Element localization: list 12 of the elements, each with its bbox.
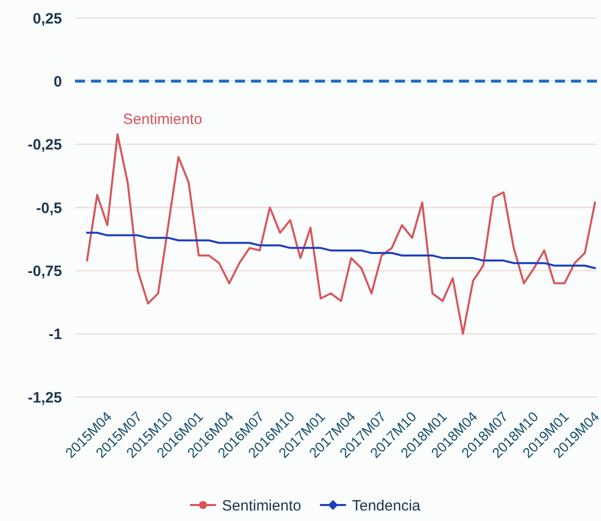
y-tick-label: -0,5	[36, 200, 62, 217]
y-tick-label: 0	[54, 73, 62, 90]
y-tick-label: -0,25	[28, 136, 62, 154]
y-tick-label: -1,25	[28, 389, 62, 406]
legend-label: Tendencia	[352, 497, 422, 514]
line-series	[86, 133, 596, 335]
y-tick-label: -0,75	[28, 262, 62, 280]
annotation: Sentimiento	[123, 111, 202, 128]
y-tick-label: -1	[48, 326, 62, 344]
legend-label: Sentimiento	[222, 497, 302, 514]
y-tick-label: 0,25	[32, 10, 62, 28]
line-series	[86, 232, 596, 270]
